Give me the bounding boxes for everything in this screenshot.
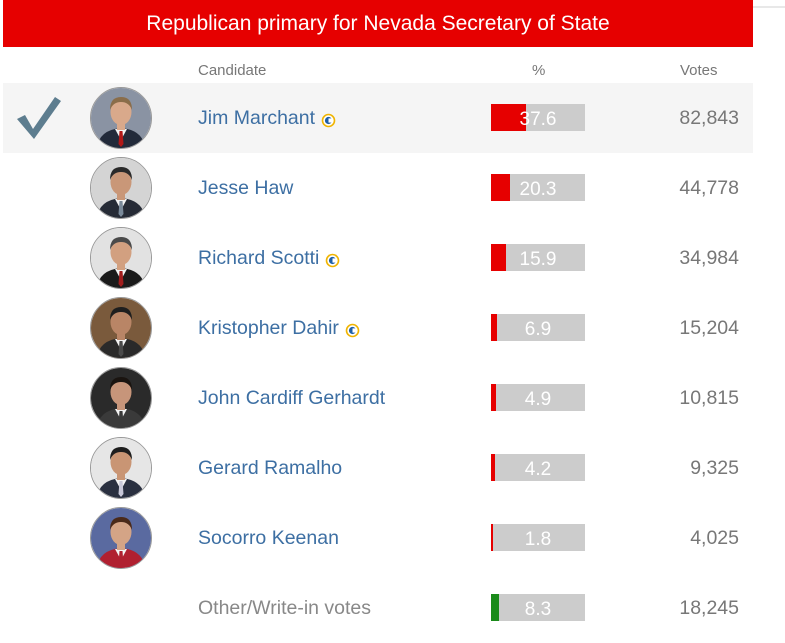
candidate-avatar [90, 157, 152, 219]
candidate-name-label: Other/Write-in votes [198, 596, 372, 619]
candidate-name[interactable]: Jim Marchant [198, 83, 336, 153]
column-header-candidate: Candidate [198, 62, 267, 79]
percent-bar-fill [491, 244, 506, 271]
vote-count: 4,025 [690, 526, 739, 549]
candidate-name-label: Jim Marchant [198, 106, 316, 129]
candidate-name-label: Jesse Haw [198, 176, 294, 199]
percent-bar: 20.3 [491, 174, 585, 201]
column-header-percent: % [532, 62, 546, 79]
percent-value: 37.6 [519, 109, 557, 130]
incumbent-icon [345, 321, 360, 337]
candidate-avatar [90, 87, 152, 149]
percent-value: 4.2 [524, 459, 552, 480]
header-divider [753, 6, 785, 8]
candidate-row: Other/Write-in votes 8.3 18,245 [3, 573, 753, 643]
results-header: Republican primary for Nevada Secretary … [3, 0, 753, 47]
candidate-row: Kristopher Dahir 6.9 15,204 [3, 293, 753, 363]
percent-bar: 37.6 [491, 104, 585, 131]
candidate-row: Gerard Ramalho 4.2 9,325 [3, 433, 753, 503]
candidate-name-label: Socorro Keenan [198, 526, 339, 549]
candidate-name[interactable]: Kristopher Dahir [198, 293, 360, 363]
percent-bar: 4.2 [491, 454, 585, 481]
percent-bar-fill [491, 314, 498, 341]
percent-bar: 1.8 [491, 524, 585, 551]
candidate-name[interactable]: Gerard Ramalho [198, 433, 342, 503]
percent-bar-fill [491, 384, 496, 411]
vote-count: 34,984 [679, 246, 739, 269]
candidate-name-label: Richard Scotti [198, 246, 320, 269]
vote-count: 9,325 [690, 456, 739, 479]
results-title: Republican primary for Nevada Secretary … [146, 11, 610, 35]
candidate-name[interactable]: Richard Scotti [198, 223, 340, 293]
incumbent-icon [321, 111, 336, 127]
percent-bar-fill [491, 454, 495, 481]
candidate-name-label: Gerard Ramalho [198, 456, 343, 479]
candidate-avatar [90, 227, 152, 289]
vote-count: 10,815 [679, 386, 739, 409]
percent-value: 1.8 [524, 529, 552, 550]
winner-checkmark-icon [15, 95, 63, 141]
percent-bar-fill [491, 594, 499, 621]
vote-count: 82,843 [679, 106, 739, 129]
candidate-name[interactable]: John Cardiff Gerhardt [198, 363, 385, 433]
candidate-avatar [90, 507, 152, 569]
vote-count: 18,245 [679, 596, 739, 619]
incumbent-icon [325, 251, 340, 267]
percent-value: 20.3 [519, 179, 557, 200]
candidate-row: Jesse Haw 20.3 44,778 [3, 153, 753, 223]
candidate-name-label: Kristopher Dahir [198, 316, 339, 339]
candidate-name-label: John Cardiff Gerhardt [198, 386, 386, 409]
candidate-row: Jim Marchant 37.6 82,843 [3, 83, 753, 153]
candidate-avatar [90, 367, 152, 429]
percent-value: 15.9 [519, 249, 557, 270]
column-header-votes: Votes [680, 62, 718, 79]
percent-bar-fill [491, 104, 527, 131]
percent-bar: 15.9 [491, 244, 585, 271]
candidate-name[interactable]: Socorro Keenan [198, 503, 339, 573]
percent-value: 4.9 [524, 389, 552, 410]
candidate-avatar [90, 437, 152, 499]
percent-value: 6.9 [524, 319, 552, 340]
candidate-row: John Cardiff Gerhardt 4.9 10,815 [3, 363, 753, 433]
percent-value: 8.3 [524, 599, 552, 620]
vote-count: 44,778 [679, 176, 739, 199]
candidate-row: Richard Scotti 15.9 34,984 [3, 223, 753, 293]
percent-bar: 4.9 [491, 384, 585, 411]
candidate-avatar [90, 297, 152, 359]
candidate-name[interactable]: Jesse Haw [198, 153, 293, 223]
percent-bar-fill [491, 524, 494, 551]
percent-bar: 6.9 [491, 314, 585, 341]
percent-bar: 8.3 [491, 594, 585, 621]
percent-bar-fill [491, 174, 511, 201]
candidate-name: Other/Write-in votes [198, 573, 371, 643]
vote-count: 15,204 [679, 316, 739, 339]
candidate-row: Socorro Keenan 1.8 4,025 [3, 503, 753, 573]
